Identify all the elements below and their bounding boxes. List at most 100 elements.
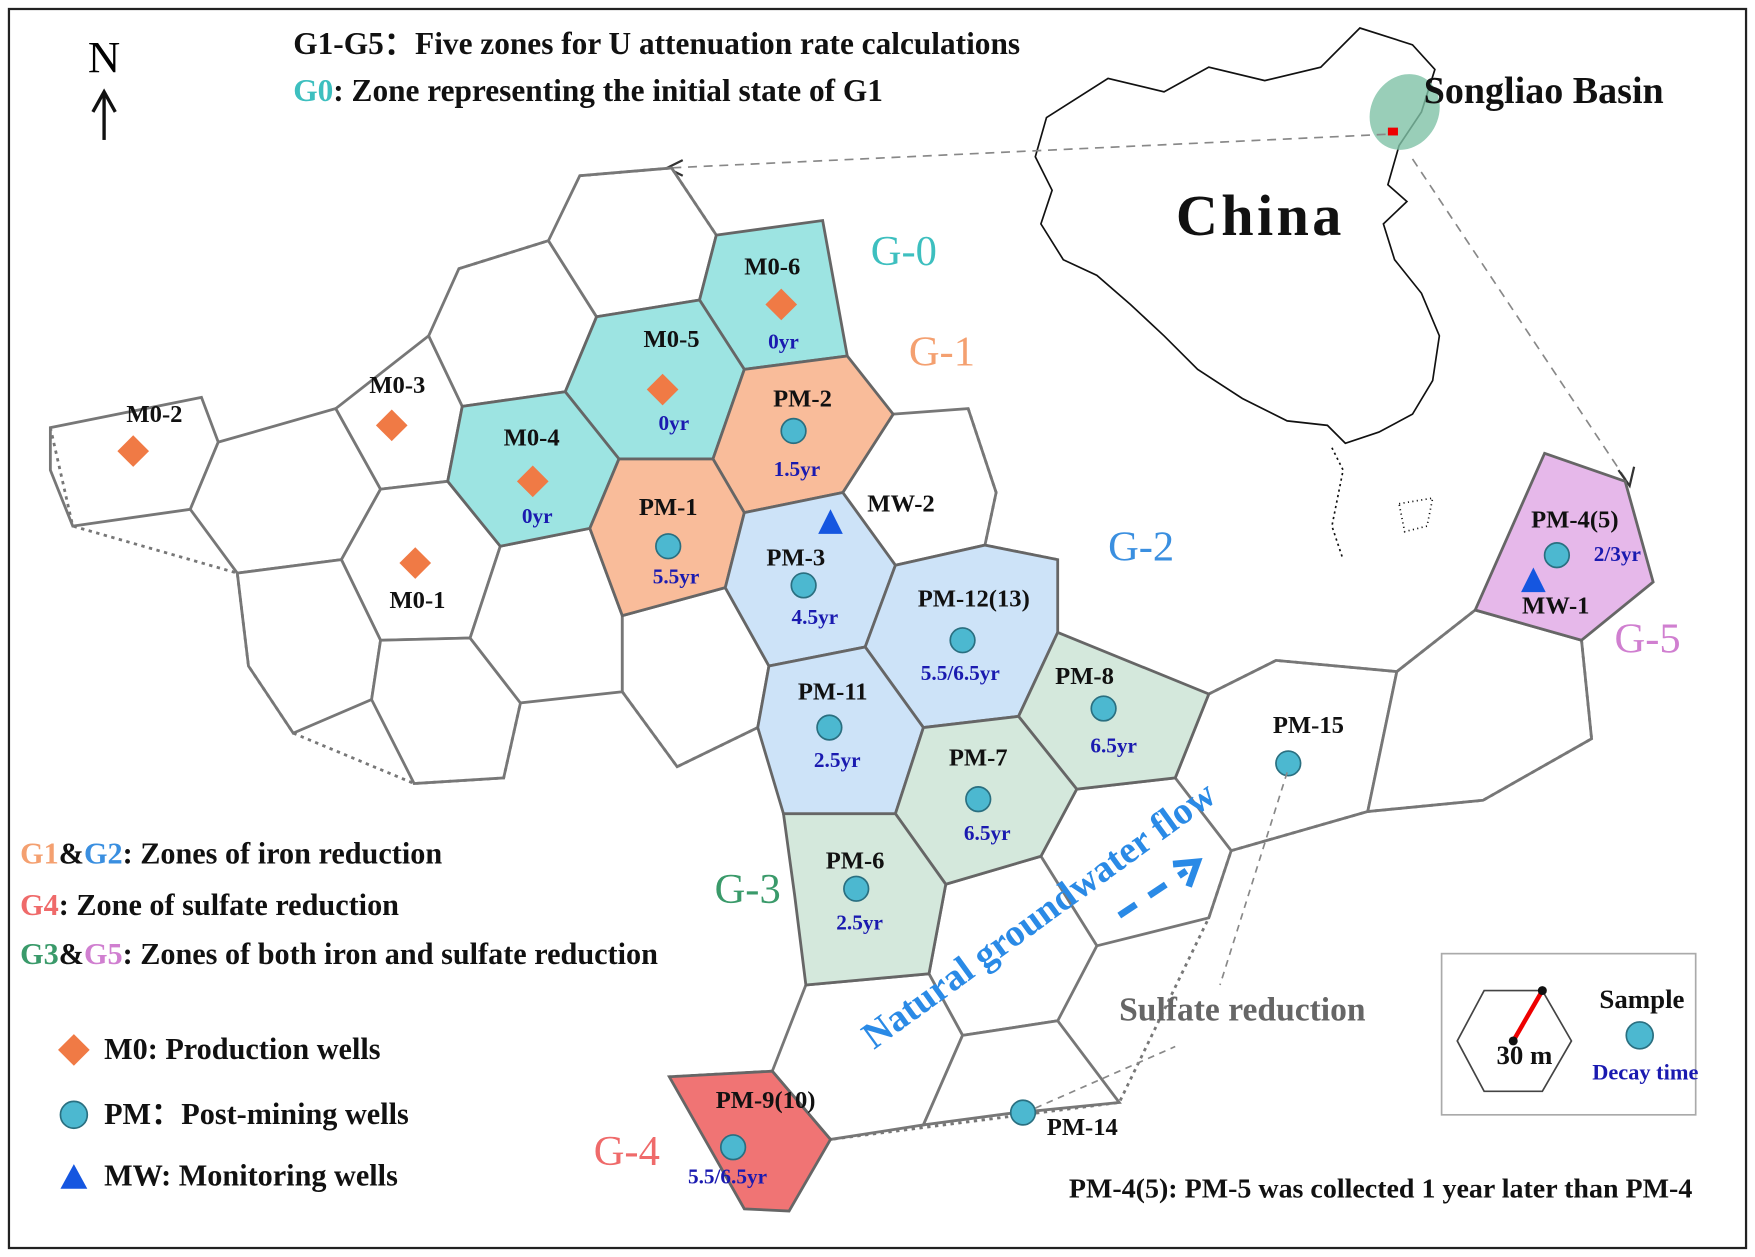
hex-cell xyxy=(921,1019,1122,1127)
site-marker xyxy=(1387,127,1398,136)
well-label: M0-3 xyxy=(369,372,425,399)
flow-arrow xyxy=(1117,868,1189,919)
decay-time: 2.5yr xyxy=(836,910,883,934)
scale-dot xyxy=(1508,1036,1518,1046)
decay-time: 6.5yr xyxy=(1090,734,1137,758)
zone-label: G-1 xyxy=(909,329,975,376)
well-label: MW-1 xyxy=(1522,592,1589,619)
well-label: M0-6 xyxy=(744,253,800,280)
post-mining-well xyxy=(965,786,992,813)
production-well xyxy=(646,373,679,406)
post-mining-well xyxy=(949,627,976,654)
zone-label: G-5 xyxy=(1614,615,1680,662)
legend-key: G5 xyxy=(84,937,123,971)
decay-time: 0yr xyxy=(658,411,689,435)
legend-zone: G3&G5: Zones of both iron and sulfate re… xyxy=(20,937,658,971)
legend-key: G2 xyxy=(84,836,123,870)
decay-time: 2.5yr xyxy=(814,748,861,772)
decay-time: 1.5yr xyxy=(774,457,821,481)
legend-circle xyxy=(59,1100,89,1130)
sample-circle xyxy=(1625,1021,1654,1050)
well-label: PM-8 xyxy=(1055,663,1114,690)
header-line2: G0: Zone representing the initial state … xyxy=(293,73,883,108)
well-label: PM-11 xyxy=(798,679,868,706)
decay-time: 0yr xyxy=(768,330,799,354)
production-well xyxy=(375,409,408,442)
header-key: G0 xyxy=(293,73,333,108)
post-mining-well xyxy=(1543,542,1571,569)
decay-time: 0yr xyxy=(522,504,553,528)
legend-sep: & xyxy=(59,836,84,870)
legend-key: G1 xyxy=(20,836,59,870)
note: PM-4(5): PM-5 was collected 1 year later… xyxy=(1069,1173,1692,1204)
basin-label: Songliao Basin xyxy=(1424,70,1664,112)
well-label: PM-9(10) xyxy=(716,1087,816,1114)
decay-time: 2/3yr xyxy=(1594,542,1641,566)
well-label: PM-14 xyxy=(1047,1114,1118,1141)
well-label: PM-6 xyxy=(826,848,885,875)
well-label: PM-7 xyxy=(949,745,1008,772)
scale-box xyxy=(1440,952,1697,1116)
zone-label: G-0 xyxy=(871,228,937,275)
legend-key: G4 xyxy=(20,888,59,922)
inset-link xyxy=(1411,158,1630,485)
post-mining-well xyxy=(1009,1099,1037,1126)
link-line xyxy=(1219,772,1288,986)
north-label: N xyxy=(88,32,120,82)
inset-arrow-head xyxy=(1617,466,1636,489)
well-label: M0-1 xyxy=(389,587,445,614)
flow-arrow-head xyxy=(1172,858,1203,888)
legend-text: : Zones of both iron and sulfate reducti… xyxy=(123,937,659,971)
post-mining-well xyxy=(790,572,817,599)
header-line1: G1-G5：Five zones for U attenuation rate … xyxy=(293,26,1020,61)
production-well xyxy=(765,288,798,321)
scale-hex xyxy=(1456,989,1573,1093)
post-mining-well xyxy=(816,714,843,741)
legend-text: M0: Production wells xyxy=(104,1032,381,1066)
well-label: PM-15 xyxy=(1273,712,1344,739)
china-outline xyxy=(1034,27,1441,445)
country-label: China xyxy=(1176,183,1345,248)
well-label: M0-5 xyxy=(644,326,700,353)
inset-link xyxy=(669,133,1386,169)
well-label: MW-2 xyxy=(867,491,934,518)
decay-time: 5.5/6.5yr xyxy=(921,661,1000,685)
legend-text: : Zone of sulfate reduction xyxy=(59,888,399,922)
decay-time: 6.5yr xyxy=(964,821,1011,845)
scale-dot xyxy=(1537,986,1547,996)
post-mining-well xyxy=(655,533,682,560)
legend-key: G3 xyxy=(20,937,59,971)
well-label: PM-3 xyxy=(766,544,825,571)
g4-cell xyxy=(666,1069,833,1213)
well-label: PM-2 xyxy=(773,385,832,412)
north-arrow-head xyxy=(91,88,117,113)
legend-triangle xyxy=(60,1164,88,1189)
decay-label: Decay time xyxy=(1592,1060,1698,1085)
post-mining-well xyxy=(780,417,807,445)
well-label: M0-4 xyxy=(504,425,560,452)
monitoring-well xyxy=(1521,567,1546,593)
legend-zone: G4: Zone of sulfate reduction xyxy=(20,888,399,922)
zone-label: G-4 xyxy=(594,1128,660,1175)
boundary-edge xyxy=(49,166,1594,1141)
zone-label: G-2 xyxy=(1108,523,1174,570)
legend-sep: & xyxy=(59,937,84,971)
sulfate-label: Sulfate reduction xyxy=(1119,992,1366,1029)
south-sea-islands xyxy=(1398,497,1434,533)
header-text: : Zone representing the initial state of… xyxy=(333,73,883,108)
zone-label: G-3 xyxy=(715,866,781,913)
post-mining-well xyxy=(1090,695,1117,722)
scale-radius xyxy=(1511,989,1545,1043)
well-label: PM-4(5) xyxy=(1531,506,1618,533)
songliao-basin xyxy=(1369,74,1440,150)
legend-zone: G1&G2: Zones of iron reduction xyxy=(20,836,442,870)
sample-label: Sample xyxy=(1599,984,1684,1014)
well-label: PM-12(13) xyxy=(918,586,1030,613)
monitoring-well xyxy=(818,509,843,534)
legend-text: PM：Post-mining wells xyxy=(104,1097,409,1131)
link-line xyxy=(1034,1045,1176,1109)
decay-time: 5.5yr xyxy=(653,565,700,589)
g3-cell xyxy=(781,812,948,987)
scale-label: 30 m xyxy=(1496,1040,1552,1070)
